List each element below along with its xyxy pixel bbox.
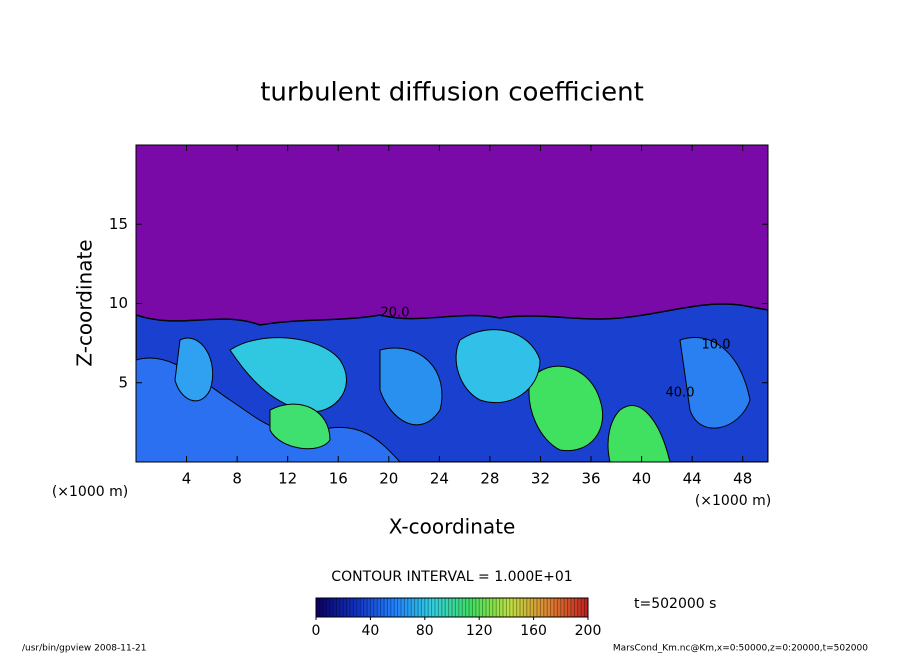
time-label: t=502000 s (634, 596, 716, 612)
y-tick-label: 5 (118, 373, 128, 391)
x-tick-label: 20 (379, 470, 398, 488)
y-tick-label: 10 (109, 294, 128, 312)
contour-label: 10.0 (702, 338, 731, 353)
field-region (455, 329, 541, 404)
y-tick-label: 15 (109, 215, 128, 233)
chart-title: turbulent diffusion coefficient (260, 78, 644, 108)
field-region (528, 365, 604, 452)
field-region (379, 347, 443, 426)
x-tick-label: 44 (683, 470, 702, 488)
contour-label: 20.0 (381, 306, 410, 321)
colorbar-tick-label: 200 (575, 623, 602, 639)
x-tick-label: 48 (733, 470, 752, 488)
footer-right: MarsCond_Km.nc@Km,x=0:50000,z=0:20000,t=… (613, 644, 868, 654)
field-region (269, 403, 331, 450)
x-tick-label: 4 (182, 470, 192, 488)
x-tick-label: 36 (581, 470, 600, 488)
colorbar-tick-label: 120 (466, 623, 493, 639)
colorbar-tick-label: 160 (520, 623, 547, 639)
colorbar-tick-label: 0 (312, 623, 321, 639)
x-tick-label: 12 (278, 470, 297, 488)
field-region (229, 337, 347, 413)
x-unit: (×1000 m) (695, 493, 771, 509)
x-axis-label: X-coordinate (389, 515, 516, 539)
y-unit: (×1000 m) (52, 484, 128, 500)
x-tick-label: 16 (329, 470, 348, 488)
colorbar (315, 597, 589, 618)
y-axis-label: Z-coordinate (73, 239, 97, 366)
field (136, 145, 768, 462)
footer-left: /usr/bin/gpview 2008-11-21 (22, 644, 146, 654)
x-tick-label: 28 (480, 470, 499, 488)
x-tick-label: 40 (632, 470, 651, 488)
x-tick-label: 32 (531, 470, 550, 488)
x-tick-label: 24 (430, 470, 449, 488)
contour-label: 40.0 (666, 386, 695, 401)
contour-interval: CONTOUR INTERVAL = 1.000E+01 (331, 569, 572, 585)
field-region (174, 337, 214, 402)
colorbar-tick-label: 80 (416, 623, 434, 639)
colorbar-tick-label: 40 (361, 623, 379, 639)
x-tick-label: 8 (232, 470, 242, 488)
field-region (679, 337, 751, 429)
